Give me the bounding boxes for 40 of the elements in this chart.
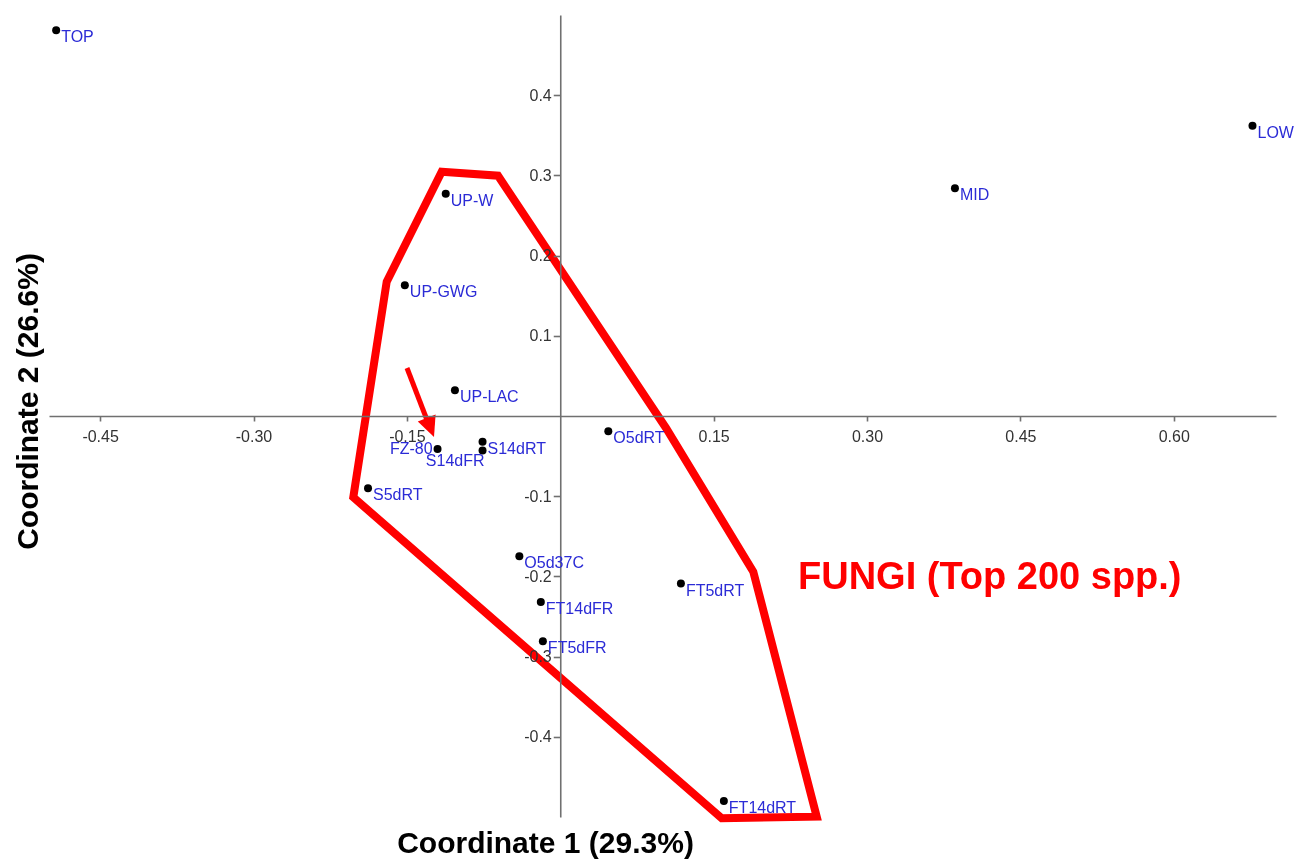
- x-tick-label: -0.30: [235, 427, 273, 445]
- annotation: FUNGI (Top 200 spp.): [798, 555, 1182, 597]
- annotation: UP-LAC: [459, 388, 519, 406]
- point: [676, 579, 685, 588]
- annotation: S14dRT: [487, 439, 547, 457]
- y-tick-label: -0.1: [524, 487, 552, 505]
- point: [52, 26, 61, 35]
- point: [400, 281, 409, 290]
- annotation: FT5dRT: [685, 581, 745, 599]
- x-tick-label: 0.15: [698, 427, 730, 445]
- point: [536, 598, 545, 607]
- point: [719, 796, 728, 805]
- annotation: FT14dRT: [728, 798, 797, 816]
- point: [950, 184, 959, 193]
- y-tick-label: -0.4: [524, 728, 552, 746]
- point: [450, 386, 459, 395]
- y-tick-label: -0.2: [524, 567, 552, 585]
- x-tick-label: 0.60: [1158, 427, 1190, 445]
- point: [604, 427, 613, 436]
- y-tick-label: 0.4: [529, 86, 552, 104]
- y-tick-label: 0.3: [529, 166, 552, 184]
- x-axis-title: Coordinate 1 (29.3%): [397, 825, 694, 859]
- point: [478, 437, 487, 446]
- annotation: TOP: [61, 28, 94, 46]
- annotation: O5dRT: [613, 429, 665, 447]
- point: [515, 552, 524, 561]
- y-tick-label: 0.1: [529, 327, 552, 345]
- annotation: UP-W: [450, 191, 495, 209]
- annotation: S5dRT: [373, 486, 423, 504]
- point: [1248, 121, 1257, 130]
- annotation: UP-GWG: [409, 283, 478, 301]
- x-tick-label: 0.45: [1005, 427, 1037, 445]
- x-tick-label: 0.30: [851, 427, 884, 445]
- point: [364, 484, 373, 493]
- point: [441, 189, 450, 198]
- x-tick-label: -0.45: [82, 427, 119, 445]
- point: [538, 637, 547, 646]
- annotation: LOW: [1257, 123, 1295, 141]
- annotation: MID: [959, 186, 990, 204]
- y-axis-title: Coordinate 2 (26.6%): [10, 253, 44, 550]
